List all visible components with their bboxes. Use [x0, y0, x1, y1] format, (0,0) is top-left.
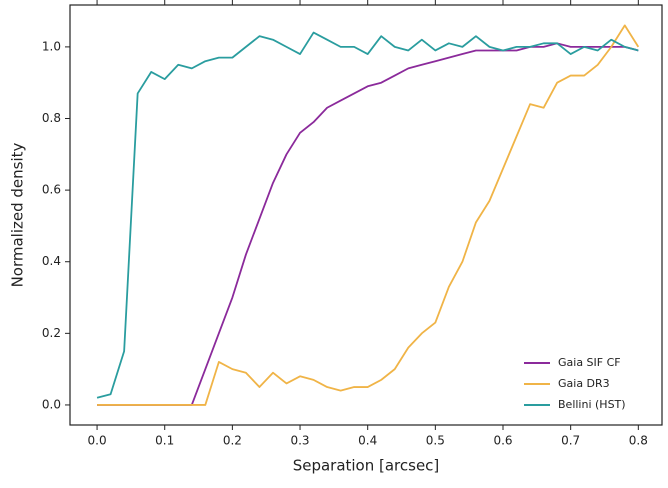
x-tick-label: 0.7: [561, 434, 580, 448]
legend-label: Gaia SIF CF: [558, 356, 621, 369]
y-tick-label: 1.0: [42, 39, 61, 53]
y-tick-label: 0.2: [42, 326, 61, 340]
x-tick-label: 0.6: [493, 434, 512, 448]
plot-frame: [69, 4, 663, 426]
x-tick-label: 0.8: [629, 434, 648, 448]
x-tick-label: 0.0: [88, 434, 107, 448]
legend-label: Gaia DR3: [558, 377, 610, 390]
series-line: [97, 24, 640, 406]
series-line: [97, 42, 639, 406]
y-tick-label: 0.6: [42, 183, 61, 197]
x-tick-label: 0.3: [290, 434, 309, 448]
y-tick-label: 0.0: [42, 397, 61, 411]
y-tick-label: 0.8: [42, 111, 61, 125]
series-line: [96, 31, 639, 399]
x-axis-label: Separation [arcsec]: [293, 457, 440, 475]
x-tick-label: 0.5: [426, 434, 445, 448]
y-tick-label: 0.4: [42, 254, 61, 268]
x-tick-label: 0.1: [155, 434, 174, 448]
x-tick-label: 0.2: [223, 434, 242, 448]
x-tick-label: 0.4: [358, 434, 377, 448]
y-axis-label: Normalized density: [9, 142, 27, 287]
legend-label: Bellini (HST): [558, 398, 626, 411]
